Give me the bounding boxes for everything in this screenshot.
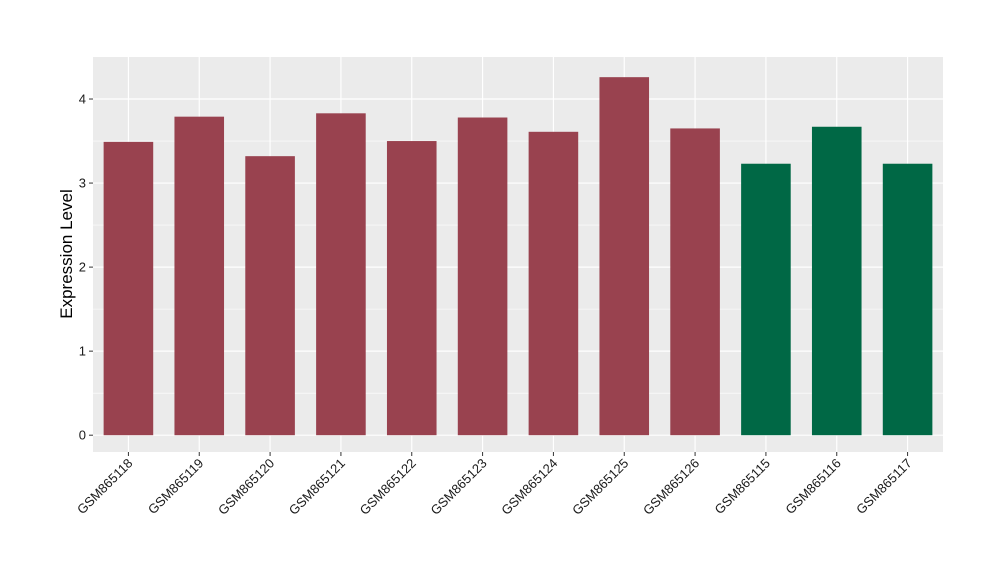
x-tick-label: GSM865118 — [74, 456, 136, 518]
bar-GSM865118 — [103, 141, 154, 436]
bar-GSM865121 — [316, 113, 366, 436]
x-tick-label: GSM865123 — [427, 456, 489, 518]
x-tick-label: GSM865121 — [286, 456, 348, 518]
y-tick-label: 1 — [79, 344, 86, 359]
x-tick-label: GSM865120 — [215, 456, 277, 518]
x-axis-ticks: GSM865118 GSM865119 GSM865120 GSM865121 GSM8… — [74, 452, 915, 518]
x-tick-label: GSM865117 — [853, 456, 915, 518]
y-axis-title: Expression Level — [57, 189, 76, 318]
y-tick-label: 0 — [79, 428, 86, 443]
bar-GSM865123 — [457, 117, 508, 436]
x-tick-label: GSM865115 — [711, 456, 773, 518]
x-tick-label: GSM865125 — [569, 456, 631, 518]
bar-GSM865124 — [528, 131, 579, 436]
x-tick-label: GSM865124 — [498, 456, 560, 518]
bars — [103, 77, 933, 436]
y-tick-label: 3 — [79, 176, 86, 191]
bar-GSM865126 — [670, 128, 720, 436]
plot-panel — [93, 57, 943, 452]
x-tick-label: GSM865126 — [640, 456, 702, 518]
x-tick-label: GSM865119 — [145, 456, 207, 518]
grid-minor — [93, 140, 943, 394]
y-tick-label: 2 — [79, 260, 86, 275]
bar-GSM865119 — [174, 116, 225, 436]
bar-GSM865116 — [811, 126, 862, 436]
bar-GSM865115 — [741, 163, 791, 436]
x-tick-label: GSM865122 — [357, 456, 419, 518]
bar-GSM865120 — [245, 156, 295, 436]
bar-GSM865117 — [882, 163, 933, 436]
x-tick-label: GSM865116 — [782, 456, 844, 518]
y-axis-ticks: 0 1 2 3 4 — [79, 92, 93, 443]
bar-GSM865125 — [599, 77, 650, 436]
bar-GSM865122 — [386, 141, 437, 436]
y-tick-label: 4 — [79, 92, 86, 107]
